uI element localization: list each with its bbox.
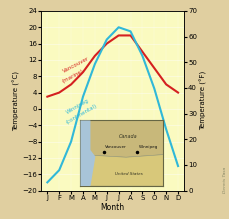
Text: Winnipeg: Winnipeg (65, 98, 90, 115)
Polygon shape (80, 120, 163, 157)
Text: Canada: Canada (119, 134, 137, 139)
Polygon shape (80, 120, 95, 186)
Text: United States: United States (114, 172, 142, 176)
Y-axis label: Temperature (°F): Temperature (°F) (199, 71, 206, 130)
Text: Vancouver: Vancouver (61, 56, 89, 74)
Text: Vancouver: Vancouver (105, 145, 127, 149)
Polygon shape (80, 155, 163, 186)
X-axis label: Month: Month (100, 203, 124, 212)
Text: (marine): (marine) (61, 69, 85, 84)
Text: Winnipeg: Winnipeg (138, 145, 157, 149)
Text: Dennis Tasa: Dennis Tasa (222, 167, 226, 193)
Text: (continental): (continental) (65, 103, 98, 125)
Y-axis label: Temperature (°C): Temperature (°C) (12, 71, 19, 131)
